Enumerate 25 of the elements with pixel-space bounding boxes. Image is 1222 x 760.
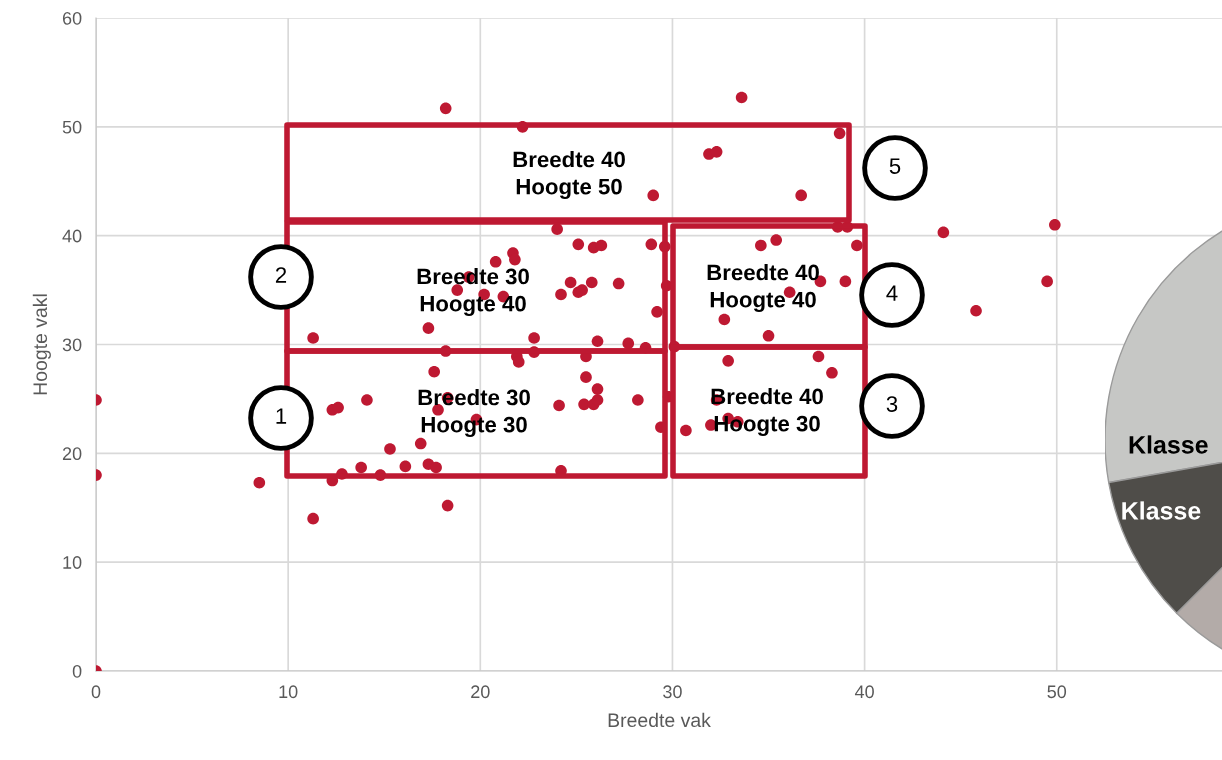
annotation: 5 (889, 158, 901, 174)
annotation: 4 (886, 285, 898, 301)
annotation: Klasse (1122, 501, 1201, 520)
y-tick-label: 40 (62, 229, 82, 243)
annotation: Breedte 40 Hoogte 40 (707, 264, 819, 312)
y-tick-label: 50 (62, 120, 82, 134)
y-axis-title: Hoogte vakl (32, 294, 51, 395)
x-tick-label: 20 (471, 685, 490, 699)
y-tick-label: 30 (62, 338, 82, 352)
annotation: 3 (886, 396, 898, 412)
y-tick-label: 60 (62, 11, 82, 25)
x-tick-label: 30 (663, 685, 682, 699)
x-axis-title: Breedte vak (608, 712, 711, 728)
annotation: 2 (275, 267, 287, 283)
annotation: 1 (276, 408, 287, 424)
y-tick-label: 20 (62, 447, 82, 461)
y-tick-label: 0 (72, 664, 82, 678)
x-tick-label: 50 (1047, 685, 1067, 699)
annotation: Breedte 40 Hoogte 50 (513, 151, 625, 199)
annotation: Klasse (1129, 435, 1208, 454)
annotation: Breedte 40 Hoogte 30 (711, 388, 823, 436)
x-tick-label: 40 (854, 685, 874, 699)
y-tick-label: 10 (63, 556, 82, 569)
x-tick-label: 10 (279, 685, 298, 699)
x-tick-label: 0 (91, 685, 101, 699)
